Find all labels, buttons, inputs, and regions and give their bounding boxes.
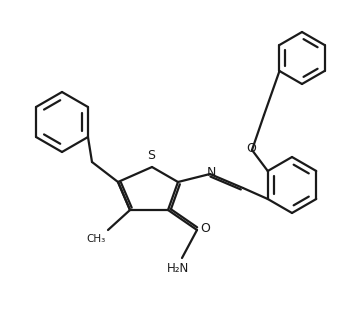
- Text: H₂N: H₂N: [167, 262, 189, 275]
- Text: CH₃: CH₃: [87, 234, 106, 244]
- Text: O: O: [246, 141, 256, 155]
- Text: N: N: [206, 165, 216, 179]
- Text: S: S: [147, 149, 155, 162]
- Text: O: O: [200, 221, 210, 235]
